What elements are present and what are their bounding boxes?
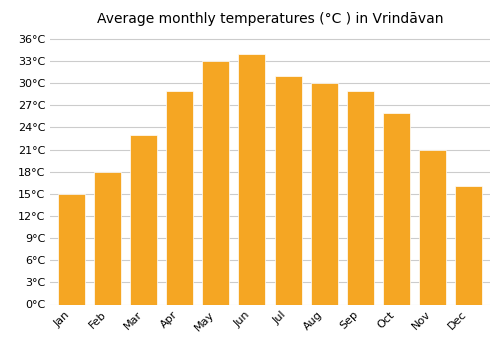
Bar — [58, 194, 85, 304]
Bar — [455, 187, 482, 304]
Bar — [419, 149, 446, 304]
Bar — [130, 135, 158, 304]
Bar — [274, 76, 301, 304]
Bar — [202, 61, 230, 304]
Bar — [238, 54, 266, 304]
Bar — [166, 91, 194, 304]
Title: Average monthly temperatures (°C ) in Vrindāvan: Average monthly temperatures (°C ) in Vr… — [97, 12, 444, 26]
Bar — [310, 83, 338, 304]
Bar — [382, 113, 410, 304]
Bar — [346, 91, 374, 304]
Bar — [94, 172, 121, 304]
